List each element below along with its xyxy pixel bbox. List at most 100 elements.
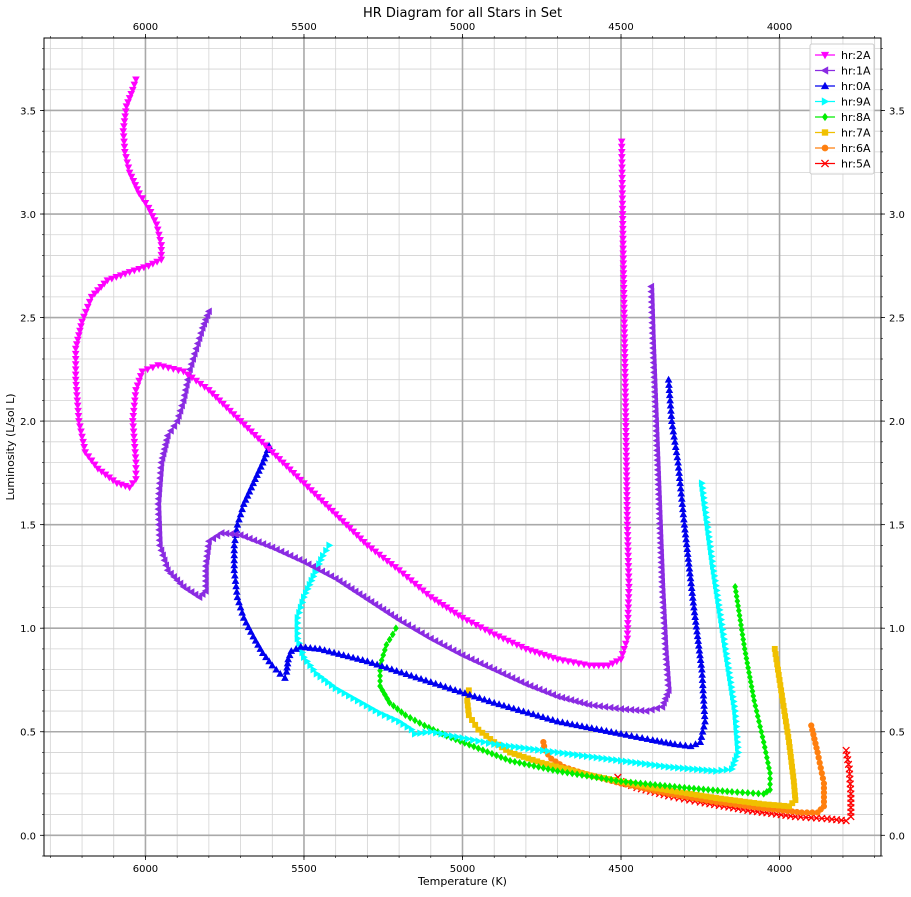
data-point bbox=[729, 688, 737, 696]
data-point bbox=[71, 371, 80, 379]
data-point bbox=[198, 590, 206, 598]
data-point bbox=[790, 778, 797, 785]
data-point bbox=[275, 456, 284, 463]
data-point bbox=[493, 751, 500, 760]
data-point bbox=[264, 445, 273, 453]
data-point bbox=[363, 595, 371, 604]
data-point bbox=[499, 669, 507, 678]
data-point bbox=[277, 547, 285, 556]
data-point bbox=[485, 663, 493, 672]
data-point bbox=[707, 542, 715, 551]
data-point bbox=[359, 699, 367, 707]
data-point bbox=[431, 637, 439, 645]
data-point bbox=[602, 727, 611, 734]
data-point bbox=[553, 692, 561, 701]
data-point bbox=[553, 656, 562, 664]
data-point bbox=[666, 782, 673, 791]
data-point bbox=[700, 722, 708, 730]
data-point bbox=[157, 546, 165, 555]
data-point bbox=[395, 616, 403, 624]
data-point bbox=[416, 719, 423, 727]
data-point bbox=[377, 682, 383, 690]
data-point bbox=[736, 611, 743, 620]
data-point bbox=[272, 665, 281, 673]
data-point bbox=[465, 712, 472, 719]
data-point bbox=[750, 789, 756, 797]
data-point bbox=[346, 691, 353, 700]
data-point bbox=[662, 738, 670, 746]
data-point bbox=[658, 582, 666, 591]
data-point bbox=[239, 500, 248, 507]
data-point bbox=[433, 728, 440, 737]
data-point bbox=[700, 494, 708, 502]
data-point bbox=[688, 791, 695, 797]
data-point bbox=[686, 569, 694, 577]
data-point bbox=[404, 621, 412, 630]
data-point bbox=[699, 691, 708, 699]
data-point bbox=[176, 579, 184, 588]
data-point bbox=[677, 489, 686, 497]
data-point bbox=[715, 601, 723, 609]
data-point bbox=[689, 765, 697, 773]
data-point bbox=[732, 707, 740, 715]
data-point bbox=[646, 760, 654, 769]
data-point bbox=[82, 308, 90, 316]
data-point bbox=[668, 422, 677, 430]
data-point bbox=[658, 703, 666, 711]
series-hr8a bbox=[377, 582, 773, 798]
data-point bbox=[659, 614, 667, 622]
data-point bbox=[544, 714, 552, 722]
data-point bbox=[588, 772, 595, 781]
data-point bbox=[710, 562, 717, 570]
legend-marker bbox=[820, 66, 829, 75]
data-point bbox=[524, 708, 533, 716]
data-point bbox=[699, 696, 708, 704]
data-point bbox=[519, 707, 528, 715]
data-point bbox=[316, 560, 324, 568]
data-point bbox=[73, 392, 81, 400]
data-point bbox=[576, 698, 584, 707]
data-point bbox=[665, 391, 674, 399]
series-hr2a bbox=[71, 76, 633, 670]
data-point bbox=[360, 538, 368, 546]
data-point bbox=[647, 293, 655, 301]
data-point bbox=[163, 566, 171, 575]
data-point bbox=[378, 662, 386, 670]
data-point bbox=[440, 641, 448, 650]
data-point bbox=[294, 619, 302, 627]
data-point bbox=[240, 421, 248, 429]
data-point bbox=[323, 546, 331, 555]
data-point bbox=[618, 651, 627, 659]
data-point bbox=[686, 784, 693, 792]
data-point bbox=[670, 763, 678, 772]
data-point bbox=[603, 755, 611, 763]
data-point bbox=[155, 484, 163, 493]
data-point bbox=[381, 646, 388, 654]
data-point bbox=[341, 689, 349, 698]
data-point bbox=[303, 483, 312, 491]
data-point bbox=[80, 313, 88, 321]
data-point bbox=[408, 624, 416, 632]
data-point bbox=[680, 515, 688, 523]
data-point bbox=[509, 704, 518, 712]
data-point bbox=[562, 695, 570, 703]
data-point bbox=[698, 792, 705, 799]
data-point bbox=[613, 776, 619, 785]
data-point bbox=[268, 661, 277, 669]
data-point bbox=[710, 786, 716, 794]
data-point bbox=[498, 753, 504, 761]
data-point bbox=[559, 749, 567, 757]
data-point bbox=[271, 452, 280, 460]
data-point bbox=[641, 760, 649, 768]
data-point bbox=[654, 495, 662, 503]
data-point bbox=[723, 765, 731, 774]
data-point bbox=[500, 701, 508, 709]
x-axis-label: Temperature (K) bbox=[417, 875, 507, 888]
series-layer bbox=[71, 76, 855, 825]
data-point bbox=[697, 660, 706, 668]
data-point bbox=[817, 764, 824, 772]
data-point bbox=[383, 640, 390, 649]
data-point bbox=[786, 803, 792, 810]
data-point bbox=[660, 634, 668, 643]
data-point bbox=[815, 754, 822, 761]
